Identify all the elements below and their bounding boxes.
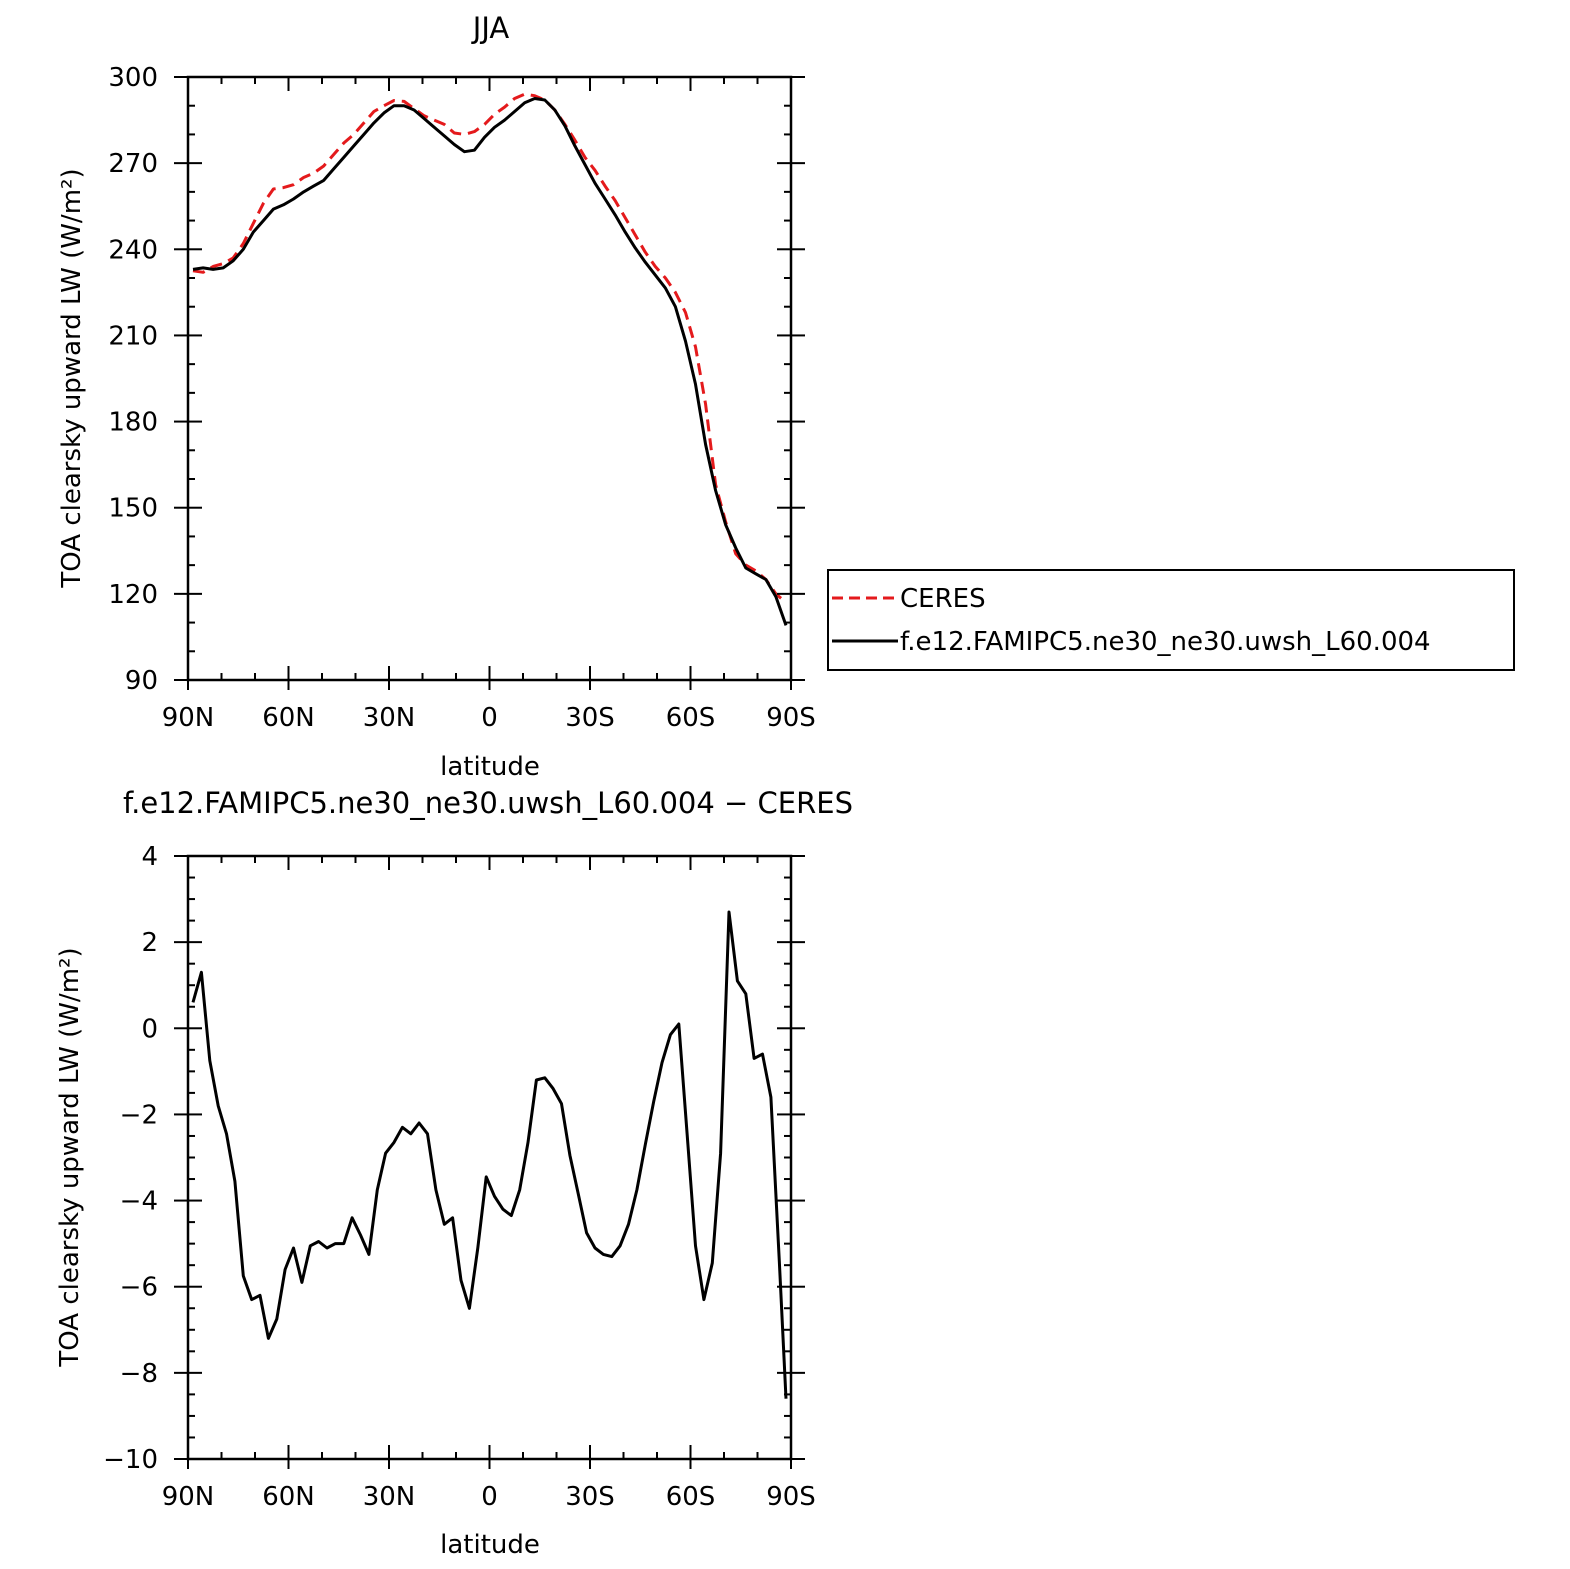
legend: CERES f.e12.FAMIPC5.ne30_ne30.uwsh_L60.0…: [827, 569, 1515, 671]
plot-frame: [186, 854, 793, 1461]
series-line-ceres: [192, 92, 787, 604]
series-line-difference: [191, 910, 788, 1399]
x-tick-label: 60N: [262, 1482, 315, 1512]
series-line-model: [192, 97, 788, 626]
y-tick-label: −8: [120, 1359, 158, 1389]
plot-frame: [186, 75, 793, 682]
y-tick-label: 0: [141, 1014, 158, 1044]
y-tick-label: −6: [120, 1273, 158, 1303]
bottom-chart: f.e12.FAMIPC5.ne30_ne30.uwsh_L60.004 − C…: [55, 786, 853, 1560]
y-tick-label: 270: [108, 149, 158, 179]
x-tick-label: 90N: [162, 1482, 215, 1512]
y-axis-label: TOA clearsky upward LW (W/m²): [57, 168, 87, 588]
series-layer: [192, 92, 788, 626]
y-axis-label: TOA clearsky upward LW (W/m²): [55, 947, 85, 1367]
x-tick-label: 90S: [766, 703, 816, 733]
x-tick-label: 0: [481, 1482, 498, 1512]
y-tick-label: 90: [125, 666, 158, 696]
x-tick-label: 60N: [262, 703, 315, 733]
legend-label-model: f.e12.FAMIPC5.ne30_ne30.uwsh_L60.004: [900, 627, 1431, 657]
x-tick-label: 60S: [666, 1482, 716, 1512]
x-tick-label: 30N: [363, 703, 416, 733]
legend-label-ceres: CERES: [900, 584, 986, 614]
series-layer: [191, 910, 788, 1399]
y-tick-label: 180: [108, 408, 158, 438]
y-tick-label: 210: [108, 321, 158, 351]
tick-layer: 90N 60N 30N 0 30S 60S 90S 90 120 150 180 210 240 270 3…: [108, 63, 815, 733]
legend-box: [827, 569, 1515, 671]
y-tick-label: 4: [141, 842, 158, 872]
x-axis-label: latitude: [440, 752, 540, 782]
tick-layer: 90N 60N 30N 0 30S 60S 90S 4 2 0 −2 −4 −6 −8 −10: [103, 842, 816, 1512]
x-tick-label: 90S: [766, 1482, 816, 1512]
x-tick-label: 30S: [565, 703, 615, 733]
x-tick-label: 30S: [565, 1482, 615, 1512]
chart-title: JJA: [471, 11, 510, 45]
y-tick-label: −2: [120, 1100, 158, 1130]
y-tick-label: 2: [141, 928, 158, 958]
y-tick-label: 150: [108, 494, 158, 524]
x-tick-label: 30N: [363, 1482, 416, 1512]
y-tick-label: 120: [108, 580, 158, 610]
y-tick-label: 240: [108, 235, 158, 265]
x-tick-label: 60S: [666, 703, 716, 733]
top-chart: JJA 90N 60N 30N 0 30S 60S 90S 90 120 150 180 210 240…: [57, 11, 816, 782]
y-tick-label: 300: [108, 63, 158, 93]
x-tick-label: 90N: [162, 703, 215, 733]
x-axis-label: latitude: [440, 1530, 540, 1560]
y-tick-label: −4: [120, 1187, 158, 1217]
chart-title: f.e12.FAMIPC5.ne30_ne30.uwsh_L60.004 − C…: [123, 786, 853, 820]
x-tick-label: 0: [481, 703, 498, 733]
y-tick-label: −10: [103, 1445, 158, 1475]
